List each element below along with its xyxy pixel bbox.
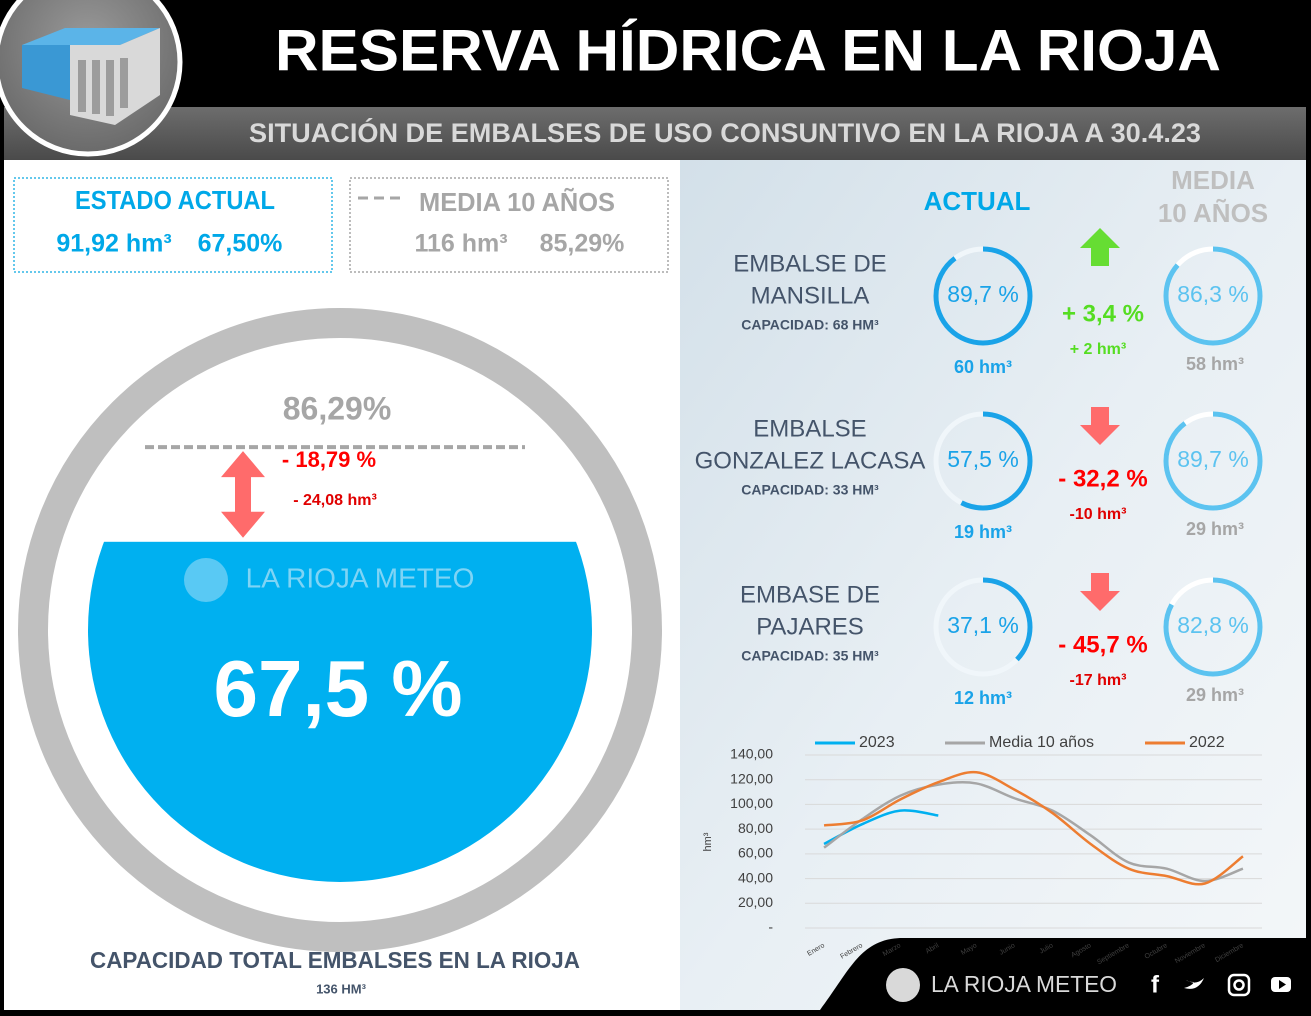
- social-icons: f: [1151, 971, 1291, 998]
- series-line: [823, 770, 1244, 886]
- capacity: 136 HM³: [316, 981, 367, 996]
- difference-percent: - 18,79 %: [282, 447, 376, 472]
- difference: - 32,2 %: [1058, 465, 1147, 492]
- ring-arc: [933, 577, 1033, 677]
- column-current: ACTUAL: [924, 186, 1031, 216]
- total-percent: 67,5 %: [213, 644, 462, 733]
- ring-label: 82,8 %: [1177, 612, 1249, 638]
- ring-arc: [1163, 577, 1263, 677]
- column-average: 10 AÑOS: [1158, 198, 1268, 228]
- difference-volume: -17 hm³: [1070, 672, 1127, 689]
- reservoir-name: EMBALSE DE: [733, 250, 886, 277]
- ring-label: 57,5 %: [947, 446, 1019, 472]
- ring-label: 89,7 %: [1177, 446, 1249, 472]
- reservoir-name: EMBALSE: [753, 415, 866, 442]
- current-percent: 67,50%: [198, 230, 283, 258]
- reservoir-capacity: CAPACIDAD: 33 HM³: [741, 482, 879, 498]
- column-average: MEDIA: [1171, 165, 1255, 195]
- trend-arrow: [1080, 407, 1120, 445]
- legend-label: 2022: [1189, 734, 1225, 751]
- current-label: ESTADO ACTUAL: [75, 185, 275, 215]
- difference-volume: -10 hm³: [1070, 506, 1127, 523]
- ring-arc: [933, 411, 1033, 511]
- y-tick-label: 100,00: [730, 795, 773, 811]
- average-volume: 58 hm³: [1186, 354, 1244, 374]
- difference: - 45,7 %: [1058, 631, 1147, 658]
- ring-label: 89,7 %: [947, 281, 1019, 307]
- subtitle-bar: [4, 107, 1306, 160]
- footer-brand: LA RIOJA METEO: [931, 971, 1117, 997]
- y-tick-label: 120,00: [730, 770, 773, 786]
- difference-arrow: [221, 451, 265, 538]
- average-percent: 85,29%: [540, 230, 625, 258]
- subtitle: SITUACIÓN DE EMBALSES DE USO CONSUNTIVO …: [249, 117, 1201, 148]
- caption: CAPACIDAD TOTAL EMBALSES EN LA RIOJA: [90, 947, 580, 973]
- title: RESERVA HÍDRICA EN LA RIOJA: [275, 18, 1221, 83]
- difference-volume: + 2 hm³: [1070, 341, 1126, 358]
- y-tick-label: 140,00: [730, 746, 773, 762]
- svg-text:f: f: [1151, 971, 1160, 998]
- ring-arc: [1163, 411, 1263, 511]
- difference: + 3,4 %: [1062, 300, 1144, 327]
- ring-label: 86,3 %: [1177, 281, 1249, 307]
- y-axis-label: hm³: [702, 832, 714, 851]
- footer-band: [820, 938, 1306, 1010]
- reservoir-name: EMBASE DE: [740, 581, 880, 608]
- reservoir-capacity: CAPACIDAD: 35 HM³: [741, 648, 879, 664]
- trend-arrow: [1080, 228, 1120, 266]
- watermark: LA RIOJA METEO: [246, 562, 475, 593]
- ring-arc: [1163, 246, 1263, 346]
- series-line: [823, 781, 1244, 883]
- reservoir-name: PAJARES: [756, 613, 864, 640]
- y-tick-label: 40,00: [738, 869, 773, 885]
- average-label: MEDIA 10 AÑOS: [419, 187, 615, 217]
- average-volume: 116 hm³: [414, 230, 507, 258]
- legend-label: Media 10 años: [989, 734, 1094, 751]
- y-tick-label: 20,00: [738, 894, 773, 910]
- current-volume: 19 hm³: [954, 522, 1012, 542]
- current-volume: 91,92 hm³: [56, 230, 171, 258]
- average-level-label: 86,29%: [283, 391, 392, 427]
- current-volume: 60 hm³: [954, 357, 1012, 377]
- reservoir-capacity: CAPACIDAD: 68 HM³: [741, 317, 879, 333]
- trend-arrow: [1080, 573, 1120, 611]
- reservoir-name: MANSILLA: [751, 282, 870, 309]
- legend-label: 2023: [859, 734, 895, 751]
- y-tick-label: -: [768, 919, 773, 935]
- average-volume: 29 hm³: [1186, 685, 1244, 705]
- right-panel: [680, 160, 1306, 1010]
- reservoir-name: GONZALEZ LACASA: [695, 447, 926, 474]
- watermark-logo: [184, 558, 228, 602]
- average-volume: 29 hm³: [1186, 519, 1244, 539]
- average-box: [349, 177, 669, 273]
- dam-icon: [22, 28, 160, 125]
- ring-arc: [933, 246, 1033, 346]
- y-tick-label: 60,00: [738, 845, 773, 861]
- footer-logo: [886, 968, 920, 1002]
- ring-label: 37,1 %: [947, 612, 1019, 638]
- y-tick-label: 80,00: [738, 820, 773, 836]
- current-volume: 12 hm³: [954, 688, 1012, 708]
- current-box: [13, 177, 333, 273]
- difference-volume: - 24,08 hm³: [293, 492, 377, 509]
